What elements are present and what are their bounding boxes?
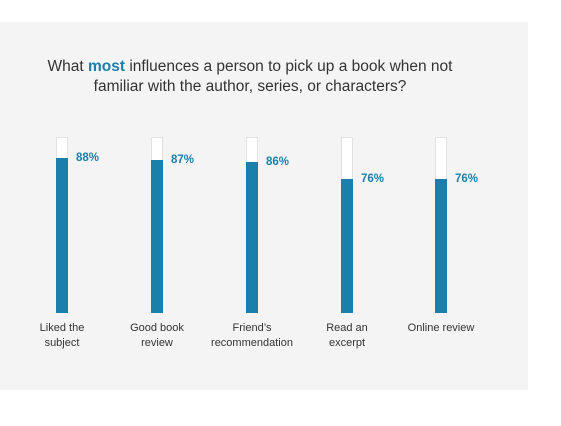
- x-tick-label: Good book review: [130, 322, 184, 349]
- value-label: 76%: [455, 173, 479, 186]
- bar: [151, 159, 163, 313]
- value-label: 76%: [361, 173, 385, 186]
- x-tick-label: Online review: [407, 322, 475, 334]
- x-tick-label: Friend’s recommendation: [211, 322, 293, 349]
- bar: [435, 179, 447, 313]
- title-part: influences a person to pick up a book wh…: [93, 58, 453, 95]
- value-label: 87%: [171, 153, 195, 166]
- title-emphasis: most: [88, 58, 126, 75]
- value-label: 88%: [76, 152, 100, 165]
- bar: [246, 161, 258, 313]
- bar: [56, 158, 68, 313]
- title-part: What: [47, 58, 88, 75]
- value-label: 86%: [266, 155, 290, 168]
- bar: [341, 179, 353, 313]
- x-tick-label: Read an excerpt: [326, 322, 368, 349]
- chart-title: What most influences a person to pick up…: [30, 57, 470, 97]
- x-tick-label: Liked the subject: [39, 322, 85, 349]
